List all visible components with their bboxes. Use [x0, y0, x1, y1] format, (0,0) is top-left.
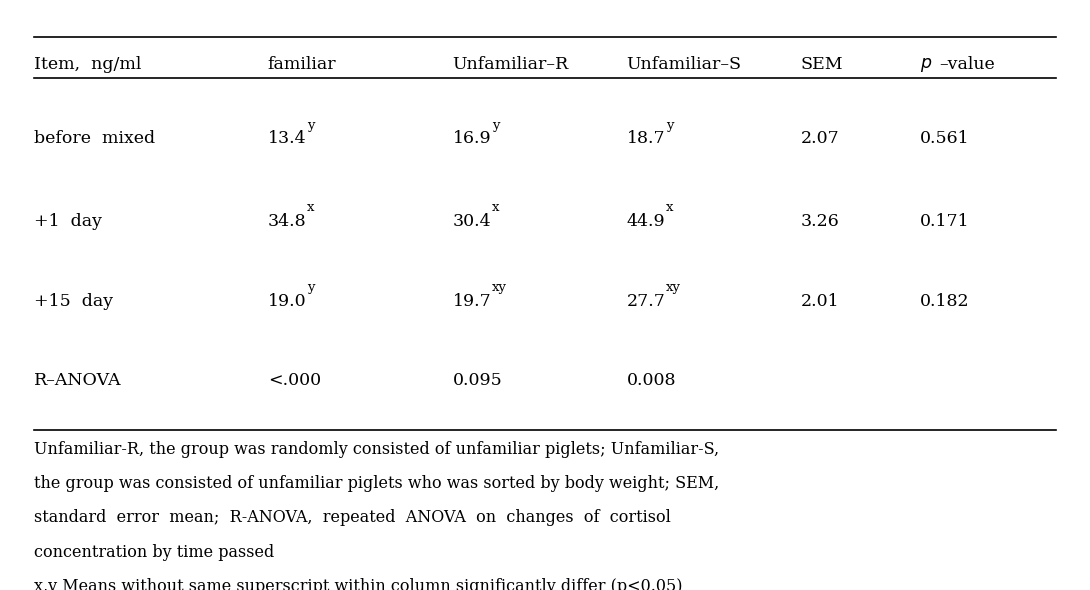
Text: $p$: $p$	[920, 55, 932, 74]
Text: standard  error  mean;  R-ANOVA,  repeated  ANOVA  on  changes  of  cortisol: standard error mean; R-ANOVA, repeated A…	[34, 509, 670, 526]
Text: 19.0: 19.0	[268, 293, 306, 310]
Text: y: y	[492, 119, 499, 132]
Text: concentration by time passed: concentration by time passed	[34, 543, 275, 560]
Text: y: y	[307, 281, 314, 294]
Text: 0.561: 0.561	[920, 130, 970, 148]
Text: xy: xy	[492, 281, 507, 294]
Text: 30.4: 30.4	[452, 213, 492, 230]
Text: Unfamiliar–S: Unfamiliar–S	[627, 56, 741, 73]
Text: 18.7: 18.7	[627, 130, 665, 148]
Text: xy: xy	[666, 281, 680, 294]
Text: +1  day: +1 day	[34, 213, 102, 230]
Text: the group was consisted of unfamiliar piglets who was sorted by body weight; SEM: the group was consisted of unfamiliar pi…	[34, 476, 719, 492]
Text: 44.9: 44.9	[627, 213, 665, 230]
Text: x: x	[666, 201, 674, 214]
Text: familiar: familiar	[268, 56, 337, 73]
Text: Item,  ng/ml: Item, ng/ml	[34, 56, 142, 73]
Text: SEM: SEM	[800, 56, 844, 73]
Text: x: x	[307, 201, 314, 214]
Text: x,y Means without same superscript within column significantly differ (p<0.05): x,y Means without same superscript withi…	[34, 578, 682, 590]
Text: before  mixed: before mixed	[34, 130, 155, 148]
Text: 2.01: 2.01	[800, 293, 839, 310]
Text: 13.4: 13.4	[268, 130, 306, 148]
Text: 2.07: 2.07	[800, 130, 839, 148]
Text: <.000: <.000	[268, 372, 320, 389]
Text: +15  day: +15 day	[34, 293, 113, 310]
Text: x: x	[492, 201, 499, 214]
Text: 16.9: 16.9	[452, 130, 492, 148]
Text: y: y	[666, 119, 674, 132]
Text: 3.26: 3.26	[800, 213, 839, 230]
Text: 0.095: 0.095	[452, 372, 502, 389]
Text: R–ANOVA: R–ANOVA	[34, 372, 121, 389]
Text: 0.182: 0.182	[920, 293, 970, 310]
Text: 27.7: 27.7	[627, 293, 665, 310]
Text: 0.171: 0.171	[920, 213, 970, 230]
Text: 19.7: 19.7	[452, 293, 492, 310]
Text: Unfamiliar–R: Unfamiliar–R	[452, 56, 569, 73]
Text: –value: –value	[940, 56, 995, 73]
Text: 0.008: 0.008	[627, 372, 676, 389]
Text: Unfamiliar-R, the group was randomly consisted of unfamiliar piglets; Unfamiliar: Unfamiliar-R, the group was randomly con…	[34, 441, 719, 458]
Text: 34.8: 34.8	[268, 213, 306, 230]
Text: y: y	[307, 119, 314, 132]
